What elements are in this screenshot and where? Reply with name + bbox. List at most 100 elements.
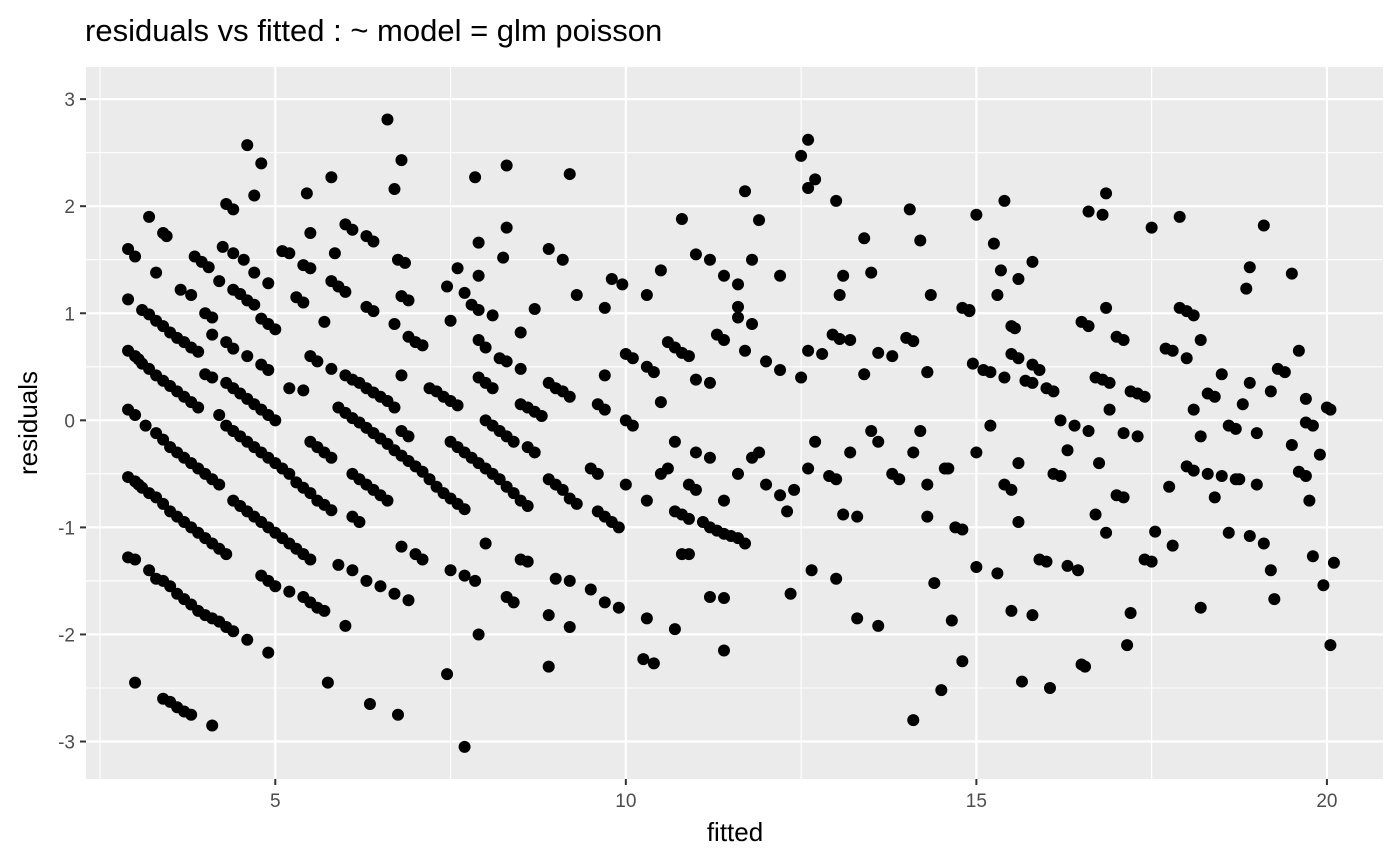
- data-point: [360, 574, 373, 587]
- data-point: [339, 619, 352, 632]
- data-point: [739, 537, 752, 550]
- data-point: [486, 382, 499, 395]
- data-point: [1061, 559, 1074, 572]
- data-point: [1236, 398, 1249, 411]
- data-point: [1208, 491, 1221, 504]
- data-point: [830, 473, 843, 486]
- data-point: [907, 446, 920, 459]
- data-point: [556, 253, 569, 266]
- data-point: [914, 234, 927, 247]
- data-point: [241, 633, 254, 646]
- data-point: [206, 719, 219, 732]
- data-point: [774, 364, 787, 377]
- data-point: [423, 473, 436, 486]
- data-point: [1180, 352, 1193, 365]
- data-point: [139, 419, 152, 432]
- data-point: [640, 494, 653, 507]
- data-point: [1243, 376, 1256, 389]
- data-point: [262, 277, 275, 290]
- data-point: [1243, 529, 1256, 542]
- data-point: [837, 508, 850, 521]
- data-point: [717, 644, 730, 657]
- data-point: [661, 462, 674, 475]
- data-point: [528, 302, 541, 315]
- data-point: [441, 280, 454, 293]
- data-point: [1187, 403, 1200, 416]
- data-point: [788, 483, 801, 496]
- data-point: [391, 708, 404, 721]
- data-point: [1268, 593, 1281, 606]
- data-point: [304, 226, 317, 239]
- data-point: [682, 512, 695, 525]
- data-point: [858, 368, 871, 381]
- x-tick-label: 15: [966, 791, 987, 812]
- data-point: [893, 473, 906, 486]
- data-point: [1089, 508, 1102, 521]
- data-point: [1257, 537, 1270, 550]
- data-point: [1026, 255, 1039, 268]
- data-point: [388, 183, 401, 196]
- data-point: [1040, 555, 1053, 568]
- data-point: [1145, 555, 1158, 568]
- data-point: [966, 357, 979, 370]
- data-point: [325, 451, 338, 464]
- data-point: [363, 698, 376, 711]
- data-point: [339, 285, 352, 298]
- data-point: [269, 323, 282, 336]
- data-point: [497, 251, 510, 264]
- data-point: [1124, 607, 1137, 620]
- data-point: [987, 237, 1000, 250]
- data-point: [1166, 344, 1179, 357]
- data-point: [872, 346, 885, 359]
- data-point: [563, 574, 576, 587]
- data-point: [1047, 385, 1060, 398]
- data-point: [1012, 272, 1025, 285]
- data-point: [802, 462, 815, 475]
- data-point: [605, 272, 618, 285]
- data-point: [1033, 364, 1046, 377]
- data-point: [1324, 403, 1337, 416]
- data-point: [1096, 208, 1109, 221]
- data-point: [563, 390, 576, 403]
- data-point: [367, 235, 380, 248]
- data-point: [1306, 419, 1319, 432]
- data-point: [637, 653, 650, 666]
- data-point: [872, 435, 885, 448]
- data-point: [381, 494, 394, 507]
- y-axis-title: residuals: [13, 371, 43, 475]
- data-point: [283, 467, 296, 480]
- data-point: [129, 553, 142, 566]
- data-point: [318, 604, 331, 617]
- data-point: [451, 399, 464, 412]
- data-point: [507, 487, 520, 500]
- data-point: [402, 594, 415, 607]
- data-point: [1194, 430, 1207, 443]
- data-point: [1026, 609, 1039, 622]
- data-point: [500, 221, 513, 234]
- data-point: [304, 262, 317, 275]
- data-point: [220, 548, 233, 561]
- data-point: [556, 483, 569, 496]
- data-point: [318, 315, 331, 328]
- data-point: [640, 612, 653, 625]
- data-point: [507, 435, 520, 448]
- data-point: [206, 311, 219, 324]
- data-point: [1229, 422, 1242, 435]
- data-point: [542, 660, 555, 673]
- data-point: [591, 467, 604, 480]
- data-point: [248, 266, 261, 279]
- data-point: [332, 558, 345, 571]
- data-point: [157, 497, 170, 510]
- data-point: [192, 345, 205, 358]
- data-point: [689, 248, 702, 261]
- data-point: [1117, 427, 1130, 440]
- data-point: [1012, 516, 1025, 529]
- data-point: [1163, 480, 1176, 493]
- data-point: [402, 294, 415, 307]
- data-point: [675, 213, 688, 226]
- data-point: [1100, 187, 1113, 200]
- data-point: [1250, 427, 1263, 440]
- data-point: [703, 451, 716, 464]
- data-point: [416, 465, 429, 478]
- data-point: [1317, 579, 1330, 592]
